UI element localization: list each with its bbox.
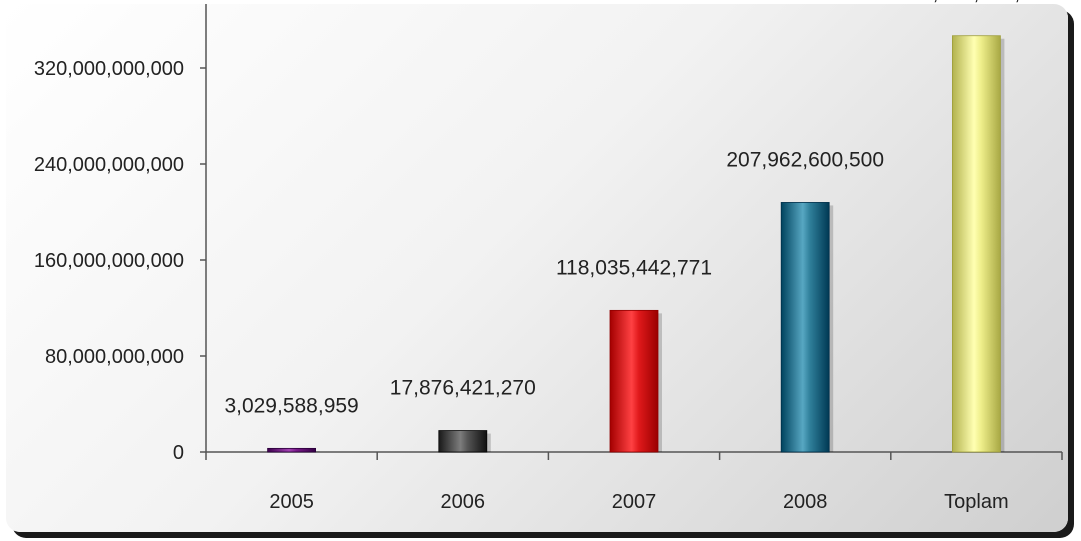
chart-panel xyxy=(6,4,1068,532)
y-tick-label: 240,000,000,000 xyxy=(34,154,184,176)
data-label: 118,035,442,771 xyxy=(556,256,712,279)
y-tick-label: 320,000,000,000 xyxy=(34,58,184,80)
bar-2006 xyxy=(438,430,488,453)
data-label: 207,962,600,500 xyxy=(726,148,884,171)
bar-2008 xyxy=(780,202,830,453)
y-tick-label: 80,000,000,000 xyxy=(45,346,184,368)
bar-toplam xyxy=(952,35,1001,453)
x-category-label: 2008 xyxy=(783,491,828,513)
y-tick-label: 0 xyxy=(173,442,184,464)
chart-axes: 0 80,000,000,000 160,000,000,000 240,000,00… xyxy=(34,4,1063,464)
chart-bars xyxy=(267,35,1005,453)
bar-2007 xyxy=(609,309,659,453)
data-label: 346,904,053,500 xyxy=(898,0,1056,5)
y-tick-label: 160,000,000,000 xyxy=(34,250,184,272)
data-label: 17,876,421,270 xyxy=(390,377,536,400)
x-category-label: 2006 xyxy=(441,491,486,513)
chart-labels: 2005 3,029,588,959 2006 17,876,421,270 2007 1… xyxy=(224,0,1055,513)
x-category-label: 2005 xyxy=(269,491,314,513)
data-label: 3,029,588,959 xyxy=(224,394,358,417)
x-category-label: Toplam xyxy=(944,491,1008,513)
x-category-label: 2007 xyxy=(612,491,657,513)
bar-2005 xyxy=(267,447,317,453)
